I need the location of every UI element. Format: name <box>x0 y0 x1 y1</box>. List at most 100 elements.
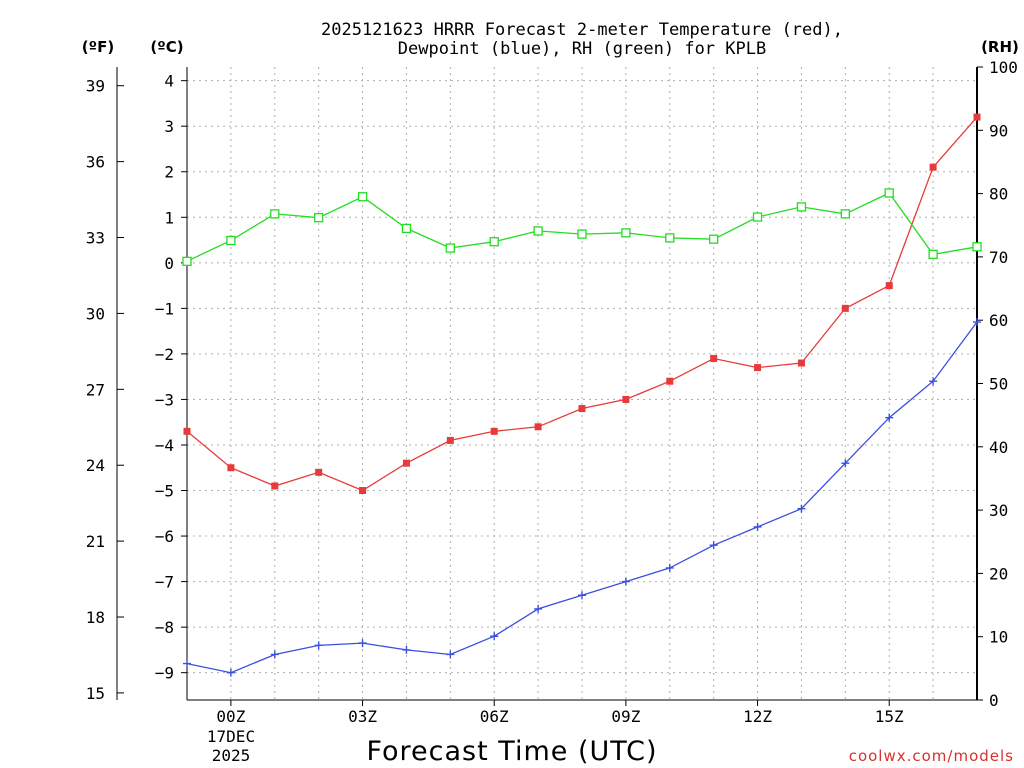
temperature-point <box>578 405 586 413</box>
temperature-point <box>490 427 498 435</box>
celsius-tick-label: −7 <box>155 573 174 592</box>
rh-point <box>270 209 280 219</box>
rh-point <box>621 228 631 238</box>
temperature-point <box>271 482 279 490</box>
rh-tick-label: 40 <box>989 438 1008 457</box>
temperature-point <box>359 487 367 495</box>
rh-point <box>577 229 587 239</box>
rh-point <box>314 213 324 223</box>
dewpoint-point <box>183 659 191 668</box>
rh-point <box>401 223 412 234</box>
dewpoint-point <box>709 541 718 550</box>
time-tick-label: 09Z <box>611 707 640 726</box>
celsius-tick-label: 3 <box>164 117 174 136</box>
rh-point <box>489 237 499 247</box>
dewpoint-point <box>490 632 499 641</box>
celsius-tick-label: 4 <box>164 72 174 91</box>
dewpoint-point <box>665 563 674 572</box>
rh-tick-label: 100 <box>989 58 1018 77</box>
dewpoint-point <box>578 591 586 600</box>
time-tick-label: 03Z <box>348 707 377 726</box>
chart-title: 2025121623 HRRR Forecast 2-meter Tempera… <box>321 20 843 59</box>
dewpoint-point <box>314 641 323 650</box>
rh-series <box>182 188 982 266</box>
celsius-tick-label: −2 <box>155 345 174 364</box>
dewpoint-point <box>885 413 894 422</box>
dewpoint-point <box>621 577 630 586</box>
chart-title-line2: Dewpoint (blue), RH (green) for KPLB <box>398 39 766 59</box>
x-axis-title: Forecast Time (UTC) <box>366 736 657 767</box>
dewpoint-point <box>753 522 762 531</box>
rh-point <box>972 242 982 252</box>
dewpoint-point <box>534 604 543 613</box>
dewpoint-point <box>841 459 850 468</box>
unit-label-fahrenheit: (ºF) <box>82 38 114 56</box>
data-series <box>182 113 982 677</box>
temperature-point <box>534 423 542 431</box>
fahrenheit-axis: 39 36 33 30 27 24 21 18 15 <box>86 77 124 703</box>
rh-point <box>533 226 543 236</box>
fahrenheit-tick-label: 21 <box>86 532 105 551</box>
rh-line <box>186 192 978 262</box>
time-tick-label: 06Z <box>480 707 509 726</box>
temperature-point <box>622 395 630 403</box>
rh-tick-label: 0 <box>989 691 999 710</box>
celsius-axis: 4 3 2 1 0 −1 −2 −3 −4 −5 −6 −7 −8 −9 <box>155 72 187 683</box>
temperature-point <box>315 468 323 476</box>
fahrenheit-tick-label: 36 <box>86 153 105 172</box>
temperature-point <box>797 359 805 367</box>
rh-point <box>884 188 894 198</box>
fahrenheit-tick-label: 30 <box>86 304 105 323</box>
temperature-point <box>666 377 674 385</box>
dewpoint-point <box>226 668 235 677</box>
rh-tick-label: 60 <box>989 311 1008 330</box>
celsius-tick-label: −4 <box>155 436 174 455</box>
rh-point <box>840 209 850 219</box>
temperature-point <box>929 163 937 171</box>
rh-point <box>796 202 807 212</box>
unit-label-rh: (RH) <box>981 38 1019 56</box>
chart-title-line1: 2025121623 HRRR Forecast 2-meter Tempera… <box>321 20 843 40</box>
celsius-tick-label: −6 <box>155 527 174 546</box>
fahrenheit-tick-label: 15 <box>86 684 105 703</box>
rh-point <box>928 249 938 260</box>
fahrenheit-tick-label: 24 <box>86 456 105 475</box>
rh-point <box>445 243 455 253</box>
temperature-point <box>710 354 718 362</box>
temperature-series <box>183 113 981 495</box>
temperature-point <box>402 459 410 467</box>
rh-tick-label: 10 <box>989 628 1008 647</box>
rh-point <box>665 233 675 243</box>
dewpoint-point <box>929 377 938 386</box>
celsius-tick-label: −1 <box>155 299 174 318</box>
rh-tick-label: 50 <box>989 375 1008 394</box>
rh-point <box>752 212 763 222</box>
celsius-tick-label: −8 <box>155 618 174 637</box>
fahrenheit-tick-label: 18 <box>86 608 105 627</box>
temperature-point <box>446 436 454 444</box>
grid-lines <box>186 67 978 700</box>
unit-label-celsius: (ºC) <box>150 38 183 56</box>
watermark-text: coolwx.com/models <box>849 747 1014 765</box>
dewpoint-point <box>973 318 981 327</box>
temperature-point <box>227 464 235 472</box>
dewpoint-point <box>797 504 806 513</box>
temperature-point <box>885 282 893 290</box>
date-label-year: 2025 <box>212 746 251 765</box>
rh-tick-label: 90 <box>989 121 1008 140</box>
rh-point <box>357 192 368 202</box>
celsius-tick-label: 2 <box>164 163 174 182</box>
celsius-tick-label: 0 <box>164 254 174 273</box>
date-label-day: 17DEC <box>207 727 255 746</box>
temperature-point <box>973 113 981 121</box>
rh-point <box>709 234 719 244</box>
rh-tick-label: 70 <box>989 248 1008 267</box>
chart-axes <box>116 67 978 701</box>
rh-tick-label: 20 <box>989 564 1008 583</box>
dewpoint-series <box>183 318 981 677</box>
time-tick-label: 15Z <box>875 707 904 726</box>
rh-point <box>226 235 236 246</box>
rh-tick-label: 80 <box>989 185 1008 204</box>
celsius-tick-label: −3 <box>155 390 174 409</box>
